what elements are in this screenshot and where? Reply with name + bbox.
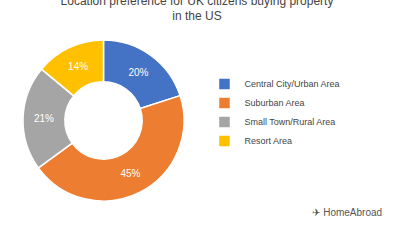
svg-text:14%: 14% <box>68 61 88 72</box>
svg-text:Small Town/Rural Area: Small Town/Rural Area <box>244 117 335 127</box>
svg-text:Central City/Urban Area: Central City/Urban Area <box>244 79 339 89</box>
svg-text:Suburban Area: Suburban Area <box>244 98 304 108</box>
svg-text:20%: 20% <box>128 67 148 78</box>
svg-text:Location preference for UK cit: Location preference for UK citizens buyi… <box>61 0 334 23</box>
svg-text:✈ HomeAbroad: ✈ HomeAbroad <box>312 207 382 218</box>
svg-text:Resort Area: Resort Area <box>244 136 292 146</box>
svg-text:45%: 45% <box>120 168 140 179</box>
svg-text:21%: 21% <box>34 113 54 124</box>
